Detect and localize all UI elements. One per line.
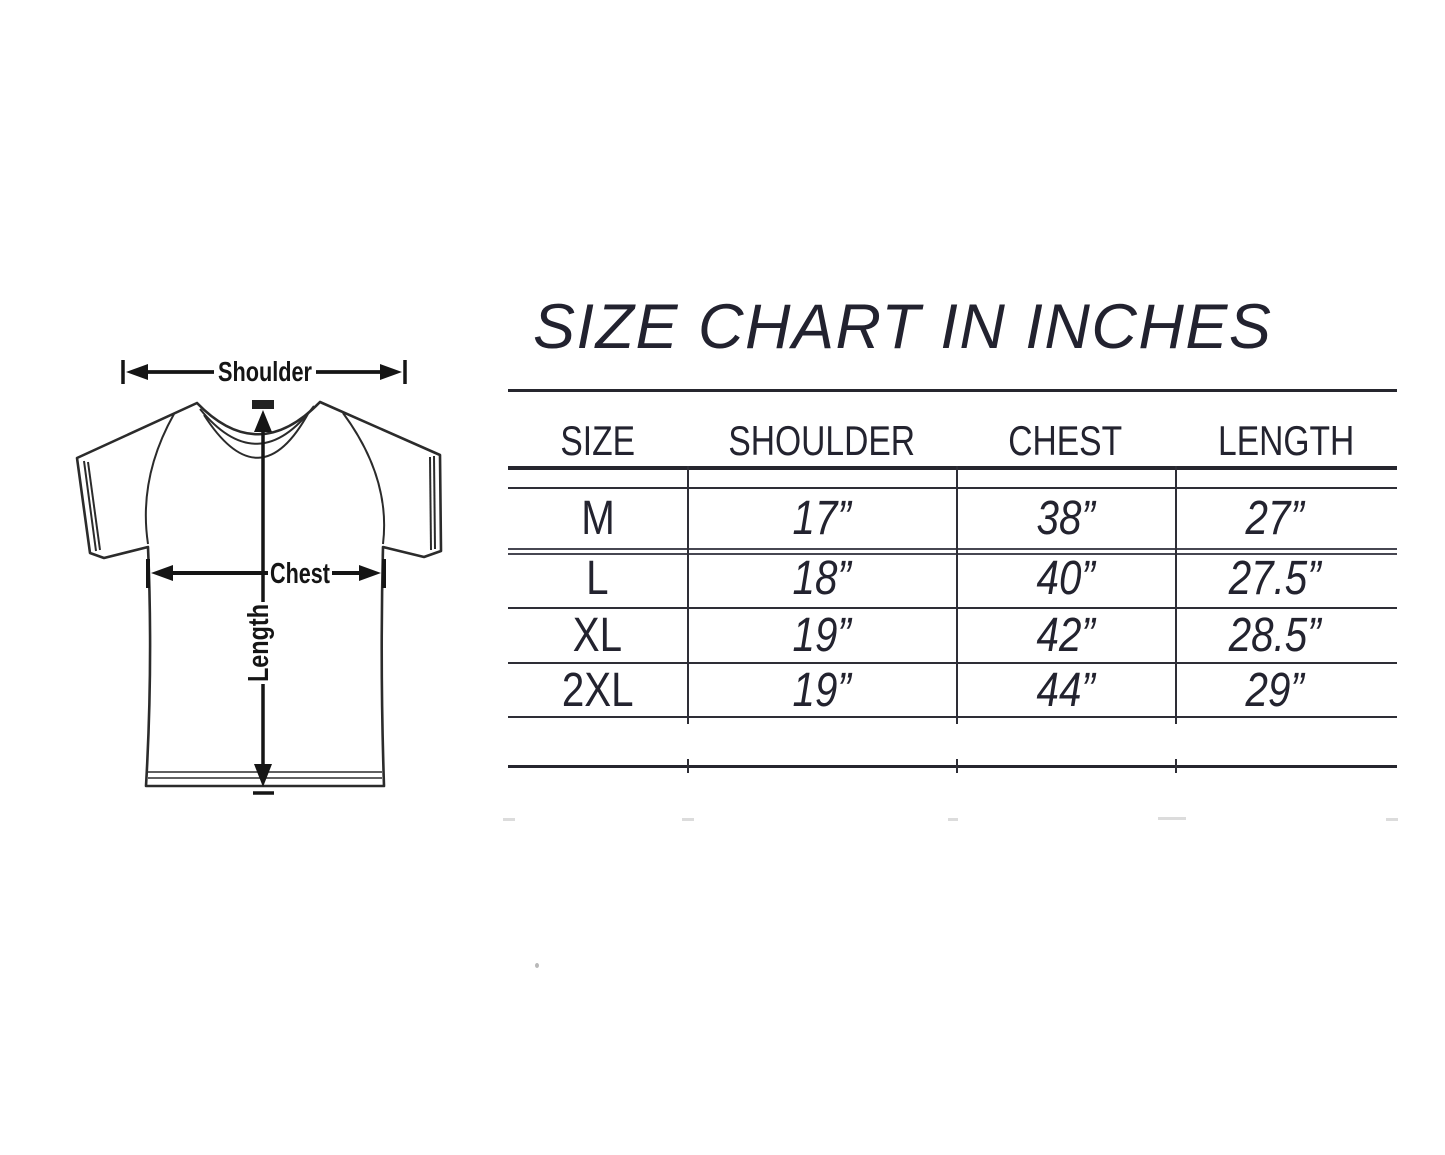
grid-line	[508, 607, 1397, 609]
shoulder-cell: 17”	[792, 492, 851, 545]
length-dimension-arrow	[253, 410, 274, 795]
size-cell: 2XL	[561, 663, 634, 717]
chest-cell: 44”	[1036, 663, 1095, 717]
column-header-size: SIZE	[560, 417, 635, 464]
chest-dimension-label: Chest	[270, 558, 330, 590]
chest-dimension-arrow	[146, 559, 386, 588]
ghost-mark	[1158, 817, 1186, 820]
shoulder-cell: 18”	[792, 552, 851, 605]
ghost-mark	[1386, 818, 1398, 821]
collar-tag	[252, 400, 274, 409]
shoulder-dimension-arrow	[121, 360, 407, 384]
grid-line	[687, 759, 689, 773]
length-cell: 29”	[1245, 663, 1305, 717]
speck	[535, 963, 539, 968]
size-cell: XL	[572, 609, 623, 662]
ghost-mark	[948, 818, 958, 821]
length-cell: 27.5”	[1229, 552, 1321, 605]
shoulder-cell: 19”	[792, 663, 851, 717]
shoulder-dimension-label: Shoulder	[218, 356, 312, 387]
grid-line	[508, 765, 1397, 768]
column-header-chest: CHEST	[1008, 417, 1123, 464]
page-title: SIZE CHART IN INCHES	[533, 292, 1273, 362]
shoulder-cell: 19”	[792, 609, 851, 662]
length-dimension-label: Length	[243, 604, 275, 682]
grid-line	[508, 716, 1397, 718]
grid-line	[508, 553, 1397, 555]
grid-line	[956, 466, 958, 724]
grid-line	[687, 466, 689, 724]
grid-line	[508, 389, 1397, 392]
grid-line	[508, 662, 1397, 664]
grid-line	[508, 487, 1397, 489]
ghost-mark	[503, 818, 515, 821]
grid-line	[1175, 759, 1177, 773]
shirt-outline	[75, 400, 443, 788]
chest-cell: 40”	[1036, 552, 1095, 605]
grid-line	[508, 466, 1397, 470]
column-header-length: LENGTH	[1217, 417, 1355, 464]
size-cell: M	[580, 492, 615, 545]
chest-cell: 42”	[1036, 609, 1095, 662]
grid-line	[508, 548, 1397, 550]
length-cell: 27”	[1245, 492, 1305, 545]
size-cell: L	[586, 552, 609, 605]
ghost-mark	[682, 818, 694, 821]
length-cell: 28.5”	[1229, 609, 1321, 662]
chest-cell: 38”	[1036, 492, 1095, 545]
grid-line	[1175, 466, 1177, 724]
column-header-shoulder: SHOULDER	[728, 417, 915, 464]
grid-line	[956, 759, 958, 773]
